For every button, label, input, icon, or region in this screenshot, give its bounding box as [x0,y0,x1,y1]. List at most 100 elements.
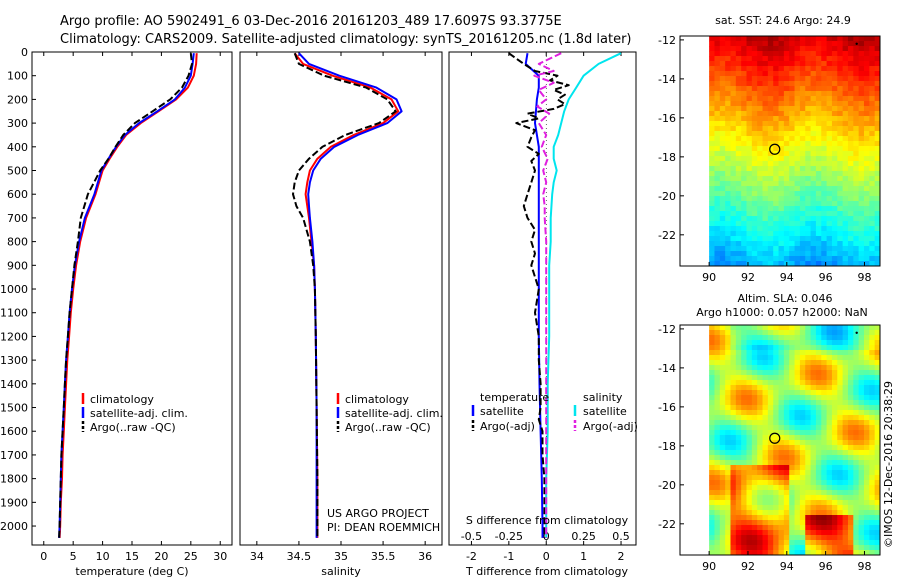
map-cell [810,490,817,496]
map-cell [863,430,870,436]
map-cell [719,395,726,401]
map-cell [826,191,833,197]
s-difference-xlabel: S difference from climatology [466,514,629,527]
map-cell [783,221,790,227]
map-cell [858,176,865,182]
credit-pi: PI: DEAN ROEMMICH [327,521,440,534]
map-cell [821,71,827,77]
map-cell [794,475,801,481]
map-cell [869,410,876,416]
map-cell [858,350,865,356]
map-cell [757,246,763,252]
map-cell [767,146,774,152]
map-cell [815,206,822,212]
map-cell [805,325,811,331]
map-cell [789,505,795,511]
map-cell [714,330,721,336]
map-cell [837,161,844,167]
map-cell [757,540,763,546]
map-cell [853,435,860,441]
map-cell [773,530,779,536]
map-cell [826,345,833,351]
map-cell [762,395,769,401]
map-cell [714,490,721,496]
map-cell [805,101,811,107]
map-cell [853,91,860,97]
map-cell [805,116,811,122]
map-cell [709,440,715,446]
map-cell [751,520,758,526]
map-cell [757,375,763,381]
map-cell [746,340,753,346]
map-cell [847,425,854,431]
map-cell [831,495,838,501]
map-cell [762,141,769,147]
map-cell [746,156,753,162]
map-cell [821,395,827,401]
map-y-tick-label: -14 [658,73,676,86]
map-cell [709,530,715,536]
map-cell [794,345,801,351]
map-cell [794,231,801,237]
map-cell [815,126,822,132]
map-cell [869,505,876,511]
map-cell [815,410,822,416]
map-cell [842,71,849,77]
map-cell [821,116,827,122]
map-cell [778,435,785,441]
map-cell [762,86,769,92]
map-cell [709,550,715,556]
map-cell [751,206,758,212]
map-cell [789,325,795,331]
map-cell [842,465,849,471]
sst-map-title: sat. SST: 24.6 Argo: 24.9 [715,14,851,27]
map-cell [730,450,737,456]
map-cell [821,61,827,67]
map-cell [730,146,737,152]
map-cell [863,450,870,456]
map-cell [863,440,870,446]
map-cell [869,206,876,212]
map-cell [719,390,726,396]
map-cell [709,216,715,222]
map-cell [863,405,870,411]
map-cell [837,410,844,416]
map-cell [826,375,833,381]
map-cell [826,176,833,182]
map-cell [853,141,860,147]
map-cell [730,41,737,47]
map-cell [714,41,721,47]
map-cell [762,221,769,227]
map-cell [810,380,817,386]
map-cell [821,211,827,217]
map-x-tick-label: 96 [819,271,833,284]
y-tick-label: 300 [7,117,28,130]
map-cell [751,86,758,92]
map-cell [831,335,838,341]
map-cell [874,435,881,441]
map-cell [863,445,870,451]
map-cell [799,520,806,526]
map-cell [853,420,860,426]
map-cell [751,475,758,481]
map-cell [725,430,731,436]
map-cell [719,350,726,356]
map-cell [762,41,769,47]
map-cell [719,171,726,177]
map-cell [821,256,827,262]
map-cell [757,161,763,167]
s-tick-label: 0.25 [571,530,596,543]
map-cell [762,350,769,356]
map-cell [719,370,726,376]
map-cell [757,91,763,97]
map-cell [725,490,731,496]
map-cell [767,335,774,341]
map-cell [783,186,790,192]
map-cell [762,126,769,132]
map-cell [869,246,876,252]
map-cell [725,480,731,486]
map-cell [767,261,774,267]
map-cell [709,76,715,82]
map-cell [725,545,731,551]
map-cell [714,485,721,491]
